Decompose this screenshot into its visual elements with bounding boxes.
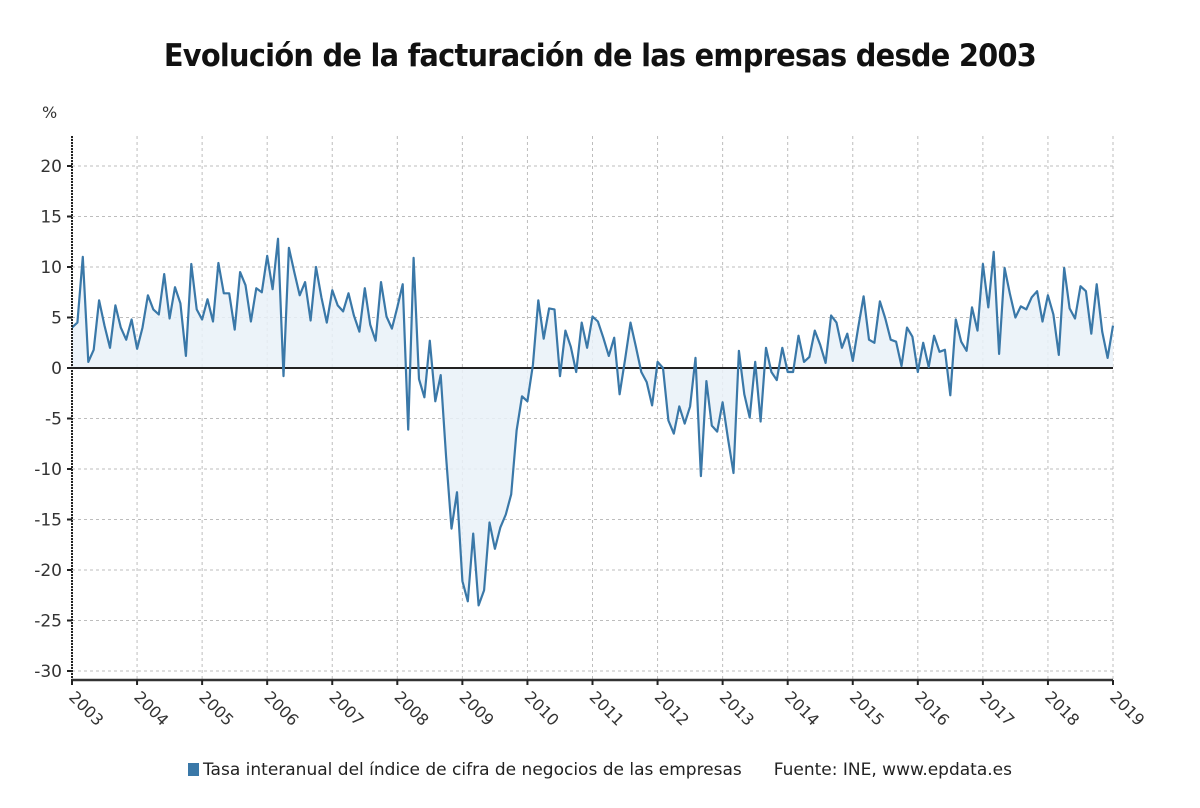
chart-title: Evolución de la facturación de las empre… — [163, 38, 1037, 74]
x-tick-label: 2017 — [976, 687, 1018, 729]
y-axis-unit-label: % — [42, 103, 57, 122]
y-tick-label: 0 — [51, 359, 62, 379]
legend: Tasa interanual del índice de cifra de n… — [0, 760, 1200, 780]
x-tick-label: 2004 — [130, 687, 172, 729]
area-fill-layer — [72, 238, 1113, 606]
x-tick-label: 2008 — [390, 687, 432, 729]
y-tick-label: -20 — [34, 561, 62, 581]
x-tick-label: 2012 — [651, 687, 693, 729]
x-tick-label: 2007 — [325, 687, 367, 729]
legend-swatch-icon — [187, 763, 199, 776]
y-axis-ticks: 20 15 10 5 0 -5 -10 -15 -20 -25 -30 — [34, 157, 72, 682]
y-tick-label: -30 — [34, 662, 62, 682]
y-tick-label: 15 — [40, 208, 62, 228]
x-axis-ticks: 2003 2004 2005 2006 2007 2008 2009 2010 2011 2012… — [65, 680, 1148, 730]
x-tick-label: 2015 — [846, 687, 888, 729]
x-tick-label: 2011 — [586, 687, 628, 729]
y-tick-label: -15 — [34, 511, 62, 531]
source-label: Fuente: INE, www.epdata.es — [773, 760, 1012, 780]
legend-series-label: Tasa interanual del índice de cifra de n… — [202, 760, 742, 780]
x-tick-label: 2005 — [195, 687, 237, 729]
y-tick-label: -10 — [34, 460, 62, 480]
y-tick-label: 20 — [40, 157, 62, 177]
x-tick-label: 2009 — [456, 687, 498, 729]
area-fill — [72, 238, 1113, 606]
x-tick-label: 2003 — [65, 687, 107, 729]
y-tick-label: -25 — [34, 612, 62, 632]
series-line-layer — [71, 237, 1115, 607]
x-tick-label: 2019 — [1106, 687, 1148, 729]
x-tick-label: 2018 — [1041, 687, 1083, 729]
y-tick-label: 10 — [40, 258, 62, 278]
grid-lines — [71, 136, 1114, 680]
y-tick-label: -5 — [45, 410, 62, 430]
x-tick-label: 2006 — [260, 687, 302, 729]
x-tick-label: 2013 — [716, 687, 758, 729]
x-tick-label: 2016 — [911, 687, 953, 729]
y-tick-label: 5 — [51, 309, 62, 329]
x-tick-label: 2014 — [781, 687, 823, 729]
x-tick-label: 2010 — [521, 687, 563, 729]
